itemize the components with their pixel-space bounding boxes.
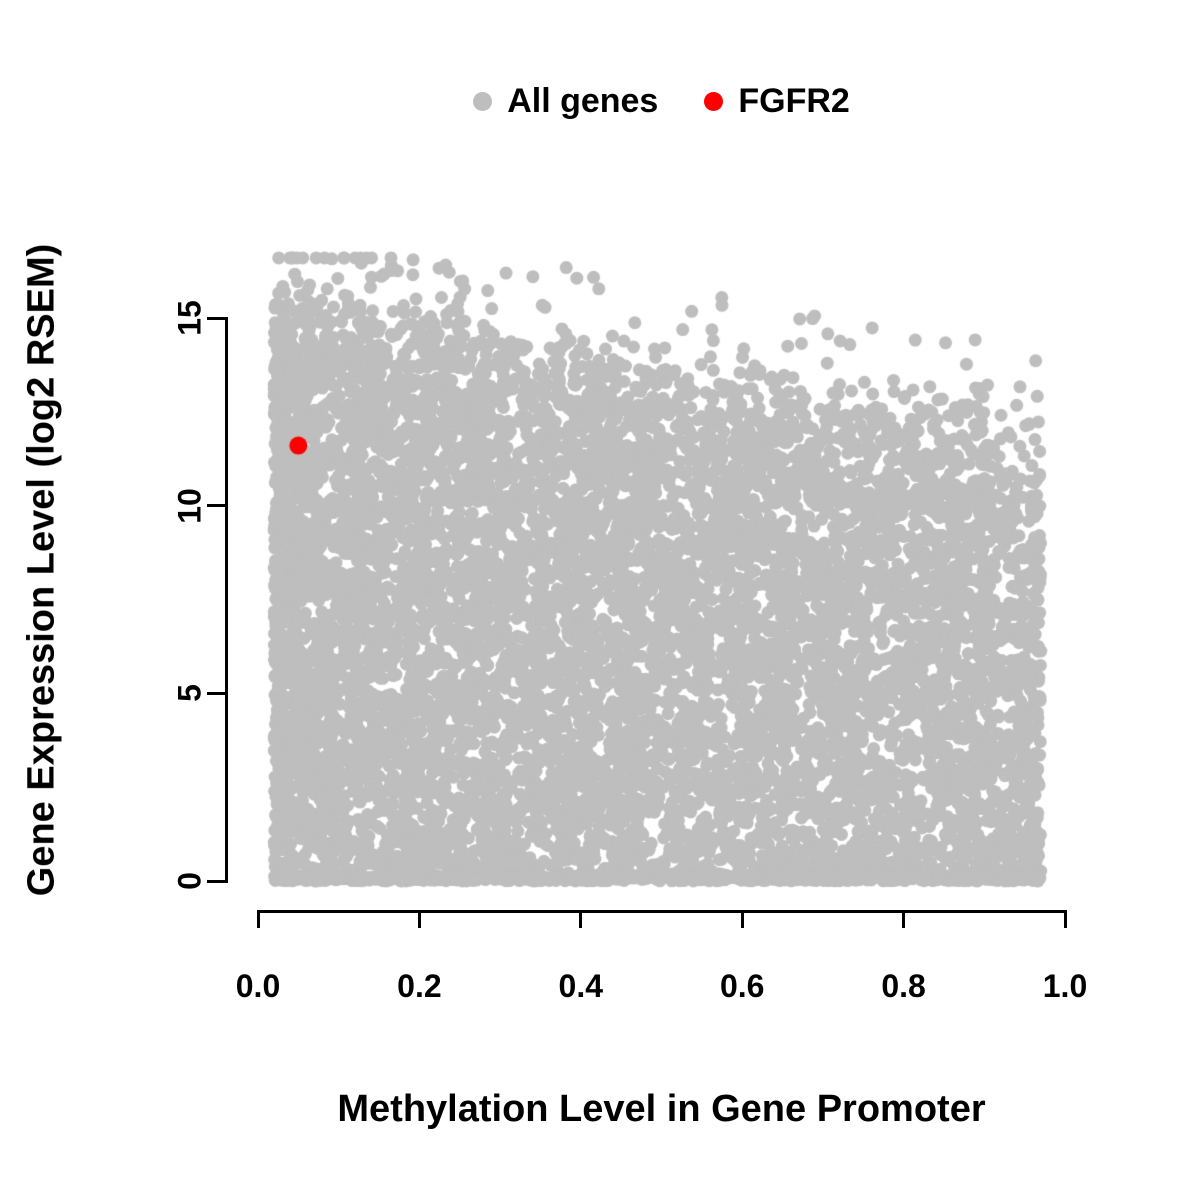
x-tick-mark: [740, 910, 744, 928]
fgfr2-dot-icon: [704, 92, 724, 111]
x-tick-mark: [256, 910, 260, 928]
x-tick-mark: [902, 910, 906, 928]
y-tick-label: 5: [171, 684, 208, 703]
x-axis-line: [256, 910, 1067, 913]
legend-item-all-genes: All genes: [473, 82, 658, 121]
x-tick-label: 0.6: [719, 968, 765, 1004]
y-tick-mark: [207, 879, 225, 883]
x-tick-mark: [579, 910, 583, 928]
x-tick-label: 0.2: [397, 968, 442, 1004]
x-axis-title: Methylation Level in Gene Promoter: [337, 1088, 986, 1130]
legend: All genes FGFR2: [258, 82, 1065, 121]
y-tick-mark: [207, 316, 225, 320]
y-tick-mark: [207, 504, 225, 508]
y-tick-label: 10: [171, 487, 208, 524]
x-tick-label: 0.4: [558, 968, 604, 1004]
y-axis-title: Gene Expression Level (log2 RSEM): [20, 243, 63, 897]
y-tick-label: 15: [171, 300, 208, 336]
legend-label-all-genes: All genes: [507, 82, 659, 120]
x-tick-label: 0.0: [235, 968, 281, 1004]
x-tick-label: 1.0: [1042, 968, 1088, 1004]
x-tick-mark: [417, 910, 421, 928]
legend-item-fgfr2: FGFR2: [704, 82, 850, 121]
x-tick-mark: [1063, 910, 1067, 928]
y-tick-label: 0: [171, 872, 208, 890]
x-tick-label: 0.8: [881, 968, 926, 1004]
y-axis-line: [225, 316, 228, 883]
legend-label-fgfr2: FGFR2: [738, 82, 850, 120]
all-genes-dot-icon: [473, 92, 493, 111]
y-tick-mark: [207, 691, 225, 695]
